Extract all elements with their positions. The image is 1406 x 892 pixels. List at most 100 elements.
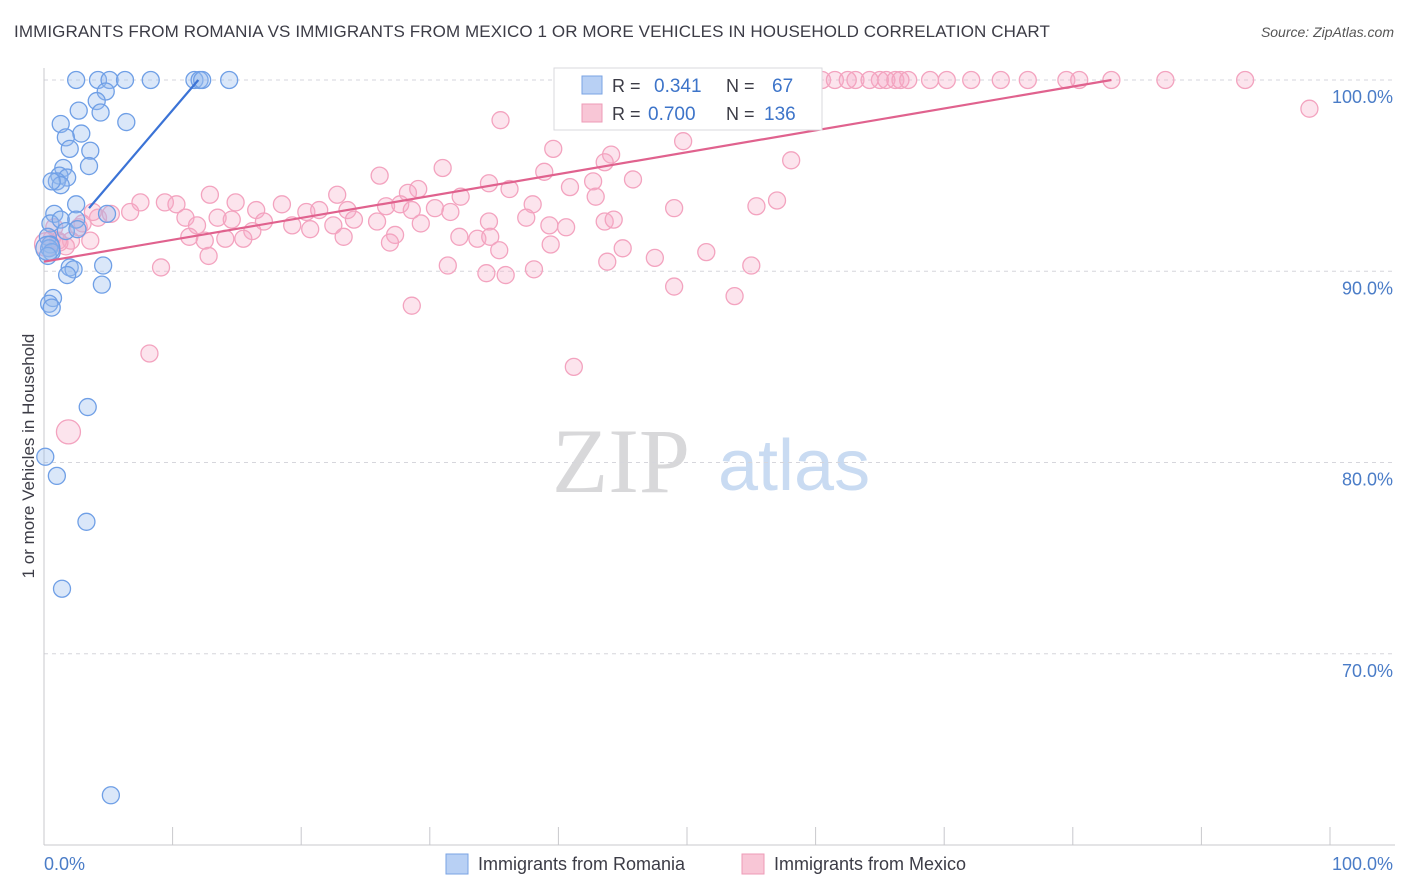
point-romania-7 [193, 70, 212, 90]
point-romania-5 [185, 70, 204, 90]
legend-r-value-romania: 0.341 [654, 76, 702, 97]
legend-n-value-romania: 67 [772, 76, 793, 97]
legend-n-label-mexico: N = [726, 104, 755, 124]
point-mexico-73 [367, 212, 387, 231]
x-tick-label-min: 0.0% [44, 854, 85, 874]
point-romania-31 [51, 210, 70, 229]
point-mexico-88 [301, 220, 320, 239]
point-romania-0 [67, 70, 86, 90]
point-mexico-75 [540, 216, 559, 235]
point-mexico-111 [524, 260, 544, 279]
point-mexico-21 [1235, 70, 1255, 90]
point-romania-11 [69, 101, 88, 120]
point-mexico-63 [441, 202, 460, 222]
point-mexico-113 [477, 264, 496, 283]
point-mexico-29 [1300, 99, 1319, 118]
x-tick-label-max: 100.0% [1332, 854, 1393, 874]
point-mexico-27 [860, 70, 879, 90]
point-mexico-37 [433, 158, 452, 178]
point-romania-14 [51, 114, 70, 134]
point-romania-2 [100, 70, 119, 90]
point-mexico-101 [604, 210, 623, 229]
y-tick-labels: 100.0% 90.0% 80.0% 70.0% [1332, 87, 1393, 681]
point-mexico-10 [886, 70, 905, 90]
point-mexico-64 [402, 200, 421, 220]
series-romania-points [35, 70, 239, 805]
chart-title: IMMIGRANTS FROM ROMANIA VS IMMIGRANTS FR… [14, 22, 1050, 41]
point-romania-49 [47, 466, 67, 486]
point-mexico-7 [846, 70, 865, 90]
y-tick-label-1: 90.0% [1342, 278, 1393, 298]
point-mexico-106 [645, 248, 664, 268]
point-romania-42 [57, 265, 77, 285]
point-romania-32 [56, 221, 76, 241]
point-romania-30 [41, 214, 60, 233]
point-romania-52 [101, 786, 121, 805]
point-romania-10 [87, 91, 106, 111]
trend-line-romania [88, 79, 200, 209]
point-mexico-93 [81, 231, 100, 250]
point-mexico-6 [825, 70, 845, 90]
point-mexico-47 [328, 185, 347, 204]
point-mexico-16 [1018, 70, 1037, 90]
legend-r-label-romania: R = [612, 76, 641, 96]
point-mexico-43 [560, 177, 580, 197]
point-mexico-67 [747, 197, 766, 216]
point-romania-28 [67, 210, 86, 229]
point-mexico-32 [673, 132, 693, 151]
point-mexico-108 [742, 256, 761, 275]
point-romania-24 [51, 176, 70, 195]
point-mexico-87 [334, 227, 353, 246]
legend-r-label-mexico: R = [612, 104, 641, 124]
point-mexico-41 [623, 170, 643, 189]
point-mexico-12 [899, 70, 918, 90]
point-mexico-80 [101, 204, 121, 224]
point-mexico-107 [598, 252, 617, 271]
watermark-atlas: atlas [718, 426, 870, 506]
point-mexico-72 [208, 208, 227, 227]
point-mexico-53 [376, 197, 396, 216]
point-mexico-56 [272, 195, 292, 214]
bottom-legend-label-romania: Immigrants from Romania [478, 854, 686, 874]
legend-swatch-romania [581, 75, 603, 95]
series-legend: Immigrants from Romania Immigrants from … [445, 853, 966, 875]
point-romania-18 [81, 141, 100, 160]
point-mexico-15 [991, 70, 1010, 90]
point-mexico-55 [226, 193, 245, 212]
bottom-legend-label-mexico: Immigrants from Mexico [774, 854, 966, 874]
point-mexico-104 [541, 235, 560, 254]
point-mexico-98 [234, 229, 253, 248]
point-romania-8 [220, 70, 239, 90]
y-tick-label-3: 70.0% [1342, 661, 1393, 681]
point-romania-26 [67, 195, 86, 214]
point-mexico-83 [324, 216, 343, 235]
point-mexico-110 [438, 256, 457, 275]
y-axis-label: 1 or more Vehicles in Household [19, 334, 38, 579]
point-mexico-92 [61, 231, 81, 250]
point-mexico-40 [583, 172, 603, 191]
point-romania-20 [79, 156, 99, 176]
point-large-romania-0 [35, 235, 61, 261]
point-mexico-123 [586, 187, 605, 206]
point-romania-33 [68, 220, 87, 239]
point-mexico-89 [450, 227, 469, 246]
grid-lines [44, 79, 1395, 655]
point-mexico-103 [490, 241, 509, 260]
legend-swatch-mexico [581, 103, 603, 123]
legend-n-value-mexico: 136 [764, 104, 796, 125]
point-mexico-116 [402, 296, 421, 315]
point-mexico-96 [380, 233, 400, 252]
point-mexico-118 [564, 357, 583, 377]
bottom-legend-swatch-mexico [741, 853, 765, 875]
point-mexico-31 [491, 111, 510, 130]
stats-legend: R = 0.341 N = 67 R = 0.700 N = 136 [553, 67, 823, 131]
point-mexico-119 [140, 344, 159, 363]
point-mexico-14 [962, 70, 981, 90]
point-romania-48 [36, 447, 55, 466]
point-mexico-69 [344, 210, 364, 229]
point-mexico-13 [937, 70, 956, 90]
point-mexico-42 [479, 174, 499, 193]
point-mexico-105 [697, 242, 716, 262]
point-mexico-20 [1156, 70, 1175, 90]
point-romania-43 [92, 275, 112, 294]
